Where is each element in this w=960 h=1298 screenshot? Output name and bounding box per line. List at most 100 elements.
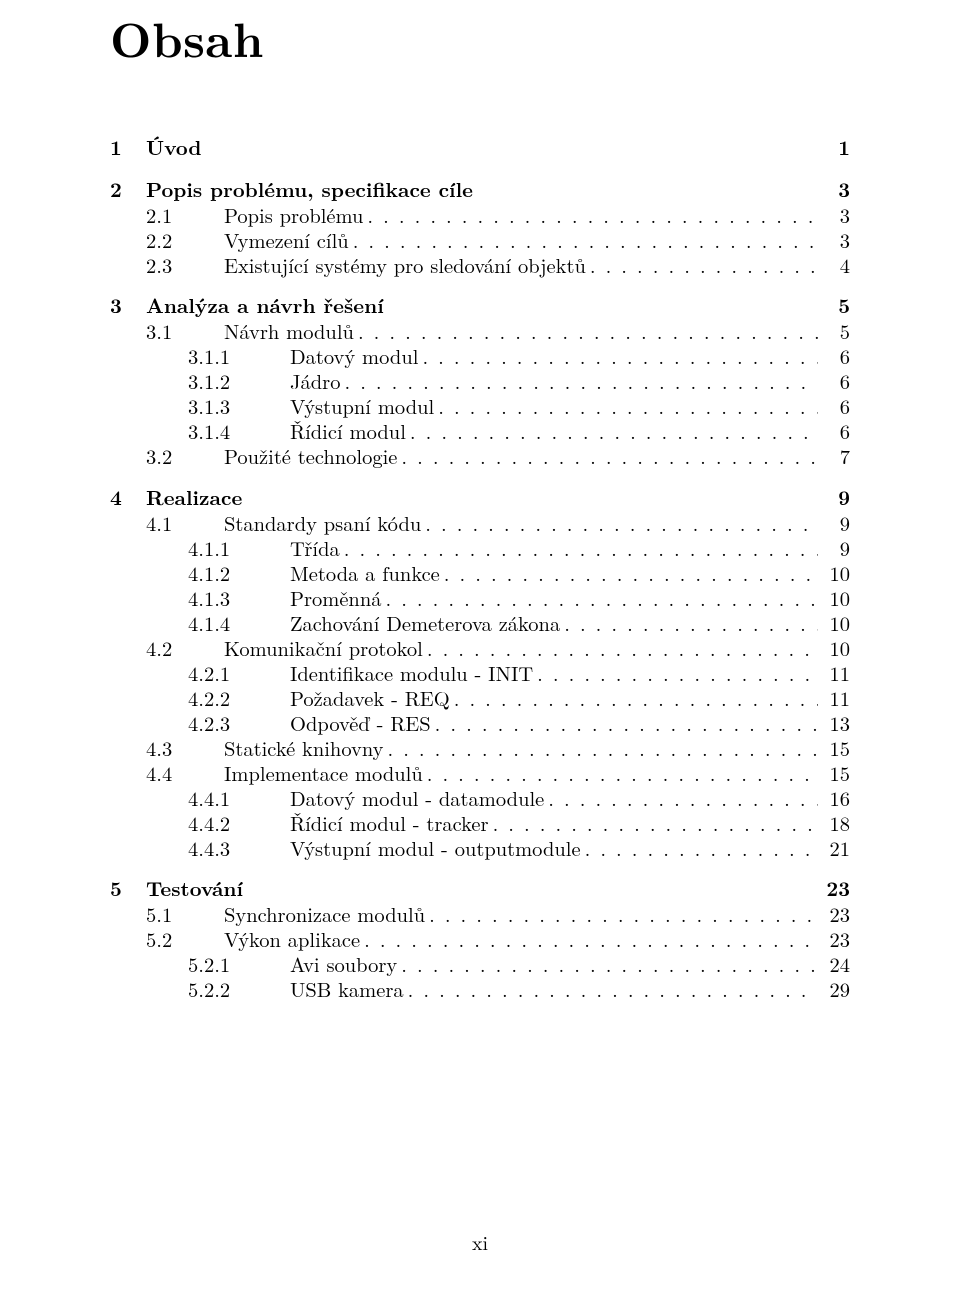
toc-entry: 1Úvod1 — [110, 138, 850, 159]
toc-entry: 4.4Implementace modulů15 — [110, 763, 850, 784]
entry-number: 3 — [110, 296, 146, 317]
leader-dots — [410, 421, 818, 442]
entry-title: Avi soubory — [290, 954, 397, 975]
entry-number: 4.1.1 — [188, 538, 290, 559]
toc-entry: 4.4.3Výstupní modul - outputmodule 21 — [110, 838, 850, 859]
entry-title: Použité technologie — [224, 446, 397, 467]
entry-title: Řídicí modul - tracker — [290, 813, 489, 834]
leader-dots — [427, 638, 818, 659]
toc-entry: 3.1.2Jádro 6 — [110, 371, 850, 392]
toc-entry: 4.1.1Třída9 — [110, 538, 850, 559]
toc-entry: 4.1Standardy psaní kódu9 — [110, 513, 850, 534]
entry-title: Zachování Demeterova zákona — [290, 613, 560, 634]
entry-title: Datový modul - datamodule — [290, 788, 544, 809]
entry-number: 4.2.3 — [188, 713, 290, 734]
entry-title: Vymezení cílů — [224, 230, 349, 251]
entry-page: 24 — [822, 954, 850, 975]
entry-title: Výstupní modul — [290, 396, 434, 417]
leader-dots — [585, 838, 818, 859]
entry-title: Standardy psaní kódu — [224, 513, 421, 534]
leader-dots — [438, 396, 818, 417]
entry-page: 11 — [822, 663, 850, 684]
entry-page: 11 — [822, 688, 850, 709]
leader-dots — [493, 813, 818, 834]
toc-entry: 4.1.2Metoda a funkce10 — [110, 563, 850, 584]
entry-title: Požadavek - REQ — [290, 688, 450, 709]
entry-number: 4.4 — [146, 763, 224, 784]
entry-page: 6 — [822, 421, 850, 442]
leader-dots — [367, 205, 818, 226]
toc-entry: 5Testování23 — [110, 879, 850, 900]
leader-dots — [564, 613, 818, 634]
entry-page: 15 — [822, 738, 850, 759]
entry-number: 4.1.2 — [188, 563, 290, 584]
entry-page: 10 — [822, 638, 850, 659]
entry-number: 2.2 — [146, 230, 224, 251]
entry-number: 2.1 — [146, 205, 224, 226]
toc-entry: 4.2.3Odpověď - RES 13 — [110, 713, 850, 734]
entry-page: 21 — [822, 838, 850, 859]
entry-number: 3.1 — [146, 321, 224, 342]
leader-dots — [358, 321, 818, 342]
entry-number: 2.3 — [146, 255, 224, 276]
entry-number: 4.4.1 — [188, 788, 290, 809]
leader-dots — [344, 538, 818, 559]
entry-page: 5 — [822, 321, 850, 342]
entry-page: 23 — [822, 904, 850, 925]
entry-number: 3.1.1 — [188, 346, 290, 367]
entry-number: 2 — [110, 180, 146, 201]
toc-entry: 3.1.3Výstupní modul6 — [110, 396, 850, 417]
entry-number: 4 — [110, 488, 146, 509]
toc-entry: 5.2.2USB kamera29 — [110, 979, 850, 1000]
entry-title: Řídicí modul — [290, 421, 406, 442]
entry-page: 6 — [822, 396, 850, 417]
entry-number: 5.2.1 — [188, 954, 290, 975]
entry-title: Jádro — [290, 371, 340, 392]
entry-page: 23 — [822, 879, 850, 900]
entry-page: 5 — [822, 296, 850, 317]
entry-number: 1 — [110, 138, 146, 159]
entry-title: Popis problému — [224, 205, 363, 226]
entry-number: 4.2.1 — [188, 663, 290, 684]
entry-page: 3 — [822, 230, 850, 251]
entry-number: 3.1.2 — [188, 371, 290, 392]
entry-page: 6 — [822, 371, 850, 392]
entry-title: Popis problému, specifikace cíle — [146, 180, 473, 201]
entry-page: 3 — [822, 205, 850, 226]
leader-dots — [427, 763, 818, 784]
toc-entry: 4.3Statické knihovny15 — [110, 738, 850, 759]
entry-page: 13 — [822, 713, 850, 734]
leader-dots — [422, 346, 818, 367]
page: Obsah 1Úvod1 2Popis problému, specifikace… — [0, 0, 960, 1298]
entry-title: Odpověď - RES — [290, 713, 431, 734]
entry-number: 5.1 — [146, 904, 224, 925]
entry-title: Výstupní modul - outputmodule — [290, 838, 581, 859]
toc-entry: 4Realizace9 — [110, 488, 850, 509]
leader-dots — [401, 446, 818, 467]
toc-entry: 2.1Popis problému 3 — [110, 205, 850, 226]
entry-number: 3.2 — [146, 446, 224, 467]
entry-page: 18 — [822, 813, 850, 834]
leader-dots — [353, 230, 818, 251]
leader-dots — [385, 588, 818, 609]
toc-entry: 4.4.1Datový modul - datamodule 16 — [110, 788, 850, 809]
leader-dots — [537, 663, 818, 684]
leader-dots — [454, 688, 818, 709]
entry-title: Existující systémy pro sledování objektů — [224, 255, 586, 276]
entry-title: Testování — [146, 879, 243, 900]
toc-entry: 3.1.4Řídicí modul6 — [110, 421, 850, 442]
entry-number: 5.2.2 — [188, 979, 290, 1000]
entry-title: Analýza a návrh řešení — [146, 296, 384, 317]
entry-page: 7 — [822, 446, 850, 467]
toc-title: Obsah — [110, 0, 850, 72]
entry-title: Datový modul — [290, 346, 418, 367]
toc-entry: 3.1Návrh modulů5 — [110, 321, 850, 342]
entry-page: 10 — [822, 613, 850, 634]
leader-dots — [364, 929, 818, 950]
entry-page: 9 — [822, 538, 850, 559]
toc-entry: 3.2Použité technologie 7 — [110, 446, 850, 467]
entry-number: 4.4.3 — [188, 838, 290, 859]
entry-page: 10 — [822, 588, 850, 609]
entry-page: 9 — [822, 488, 850, 509]
entry-page: 16 — [822, 788, 850, 809]
